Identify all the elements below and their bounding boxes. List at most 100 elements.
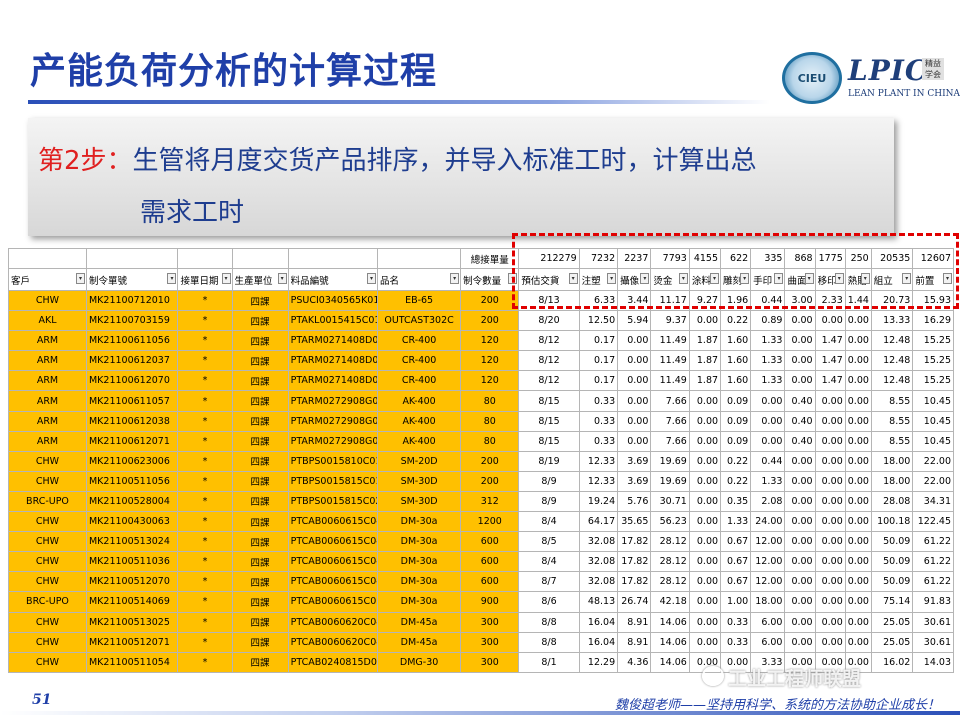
table-cell[interactable]: MK21100612070 [85, 370, 179, 392]
table-cell[interactable]: 900 [460, 591, 520, 613]
table-cell[interactable]: SM-30D [377, 490, 462, 513]
table-cell[interactable]: 19.69 [650, 470, 690, 492]
filter-dropdown-icon[interactable]: ▾ [221, 273, 231, 284]
table-cell[interactable]: 8/8 [518, 611, 580, 633]
table-cell[interactable]: 1.87 [688, 330, 722, 352]
table-cell[interactable]: 26.74 [617, 591, 652, 613]
table-cell[interactable]: 9.27 [688, 289, 722, 312]
table-cell[interactable]: 0.00 [784, 631, 816, 653]
summary-cell[interactable] [287, 248, 379, 269]
column-header[interactable]: 接單日期 ▾ [177, 268, 233, 291]
table-cell[interactable]: 5.76 [617, 490, 652, 513]
filter-dropdown-icon[interactable]: ▾ [568, 273, 578, 284]
table-cell[interactable]: 0.33 [720, 631, 752, 653]
summary-cell[interactable]: 4155 [688, 248, 722, 269]
table-cell[interactable]: 312 [460, 490, 520, 513]
table-cell[interactable]: 0.00 [814, 450, 846, 472]
table-cell[interactable]: * [177, 430, 233, 452]
table-cell[interactable]: EB-65 [377, 289, 462, 312]
table-cell[interactable]: 122.45 [912, 511, 954, 533]
table-cell[interactable]: BRC-UPO [8, 591, 87, 613]
table-cell[interactable]: 600 [460, 531, 520, 553]
table-cell[interactable]: MK21100511054 [85, 651, 179, 673]
table-cell[interactable]: 28.12 [650, 531, 690, 553]
filter-dropdown-icon[interactable]: ▾ [678, 273, 688, 284]
table-cell[interactable]: 11.49 [650, 370, 690, 392]
table-cell[interactable]: 0.40 [784, 430, 816, 452]
table-cell[interactable]: 0.00 [814, 571, 846, 593]
table-cell[interactable]: * [177, 571, 233, 593]
table-cell[interactable]: 1.33 [750, 370, 786, 392]
table-cell[interactable]: 0.00 [688, 631, 722, 653]
table-cell[interactable]: 0.00 [814, 651, 846, 673]
table-cell[interactable]: 0.00 [688, 410, 722, 432]
table-cell[interactable]: 8/15 [518, 390, 580, 412]
table-cell[interactable]: CHW [8, 531, 87, 553]
table-cell[interactable]: 18.00 [870, 450, 914, 472]
table-cell[interactable]: MK21100511056 [85, 470, 179, 492]
table-cell[interactable]: 0.00 [688, 470, 722, 492]
table-cell[interactable]: 19.69 [650, 450, 690, 472]
table-cell[interactable]: 1.60 [720, 370, 752, 392]
table-cell[interactable]: MK21100712010 [85, 289, 179, 312]
table-cell[interactable]: 8/9 [518, 470, 580, 492]
table-cell[interactable]: PTCAB0060615C04 [287, 531, 379, 553]
table-cell[interactable]: 0.00 [784, 330, 816, 352]
table-cell[interactable]: 四課 [231, 370, 289, 392]
table-cell[interactable]: 0.00 [844, 591, 872, 613]
table-cell[interactable]: DMG-30 [377, 651, 462, 673]
table-cell[interactable]: 1.60 [720, 350, 752, 372]
table-cell[interactable]: 600 [460, 551, 520, 573]
filter-dropdown-icon[interactable]: ▾ [367, 273, 377, 284]
filter-dropdown-icon[interactable]: ▾ [902, 273, 912, 284]
table-cell[interactable]: * [177, 450, 233, 472]
table-cell[interactable]: AKL [8, 310, 87, 332]
table-cell[interactable]: MK21100611056 [85, 330, 179, 352]
table-cell[interactable]: AK-400 [377, 410, 462, 432]
table-cell[interactable]: * [177, 390, 233, 412]
table-cell[interactable]: 四課 [231, 450, 289, 472]
table-cell[interactable]: 0.00 [844, 450, 872, 472]
table-cell[interactable]: 1.33 [720, 511, 752, 533]
table-cell[interactable]: MK21100528004 [85, 490, 179, 513]
table-cell[interactable]: DM-45a [377, 631, 462, 653]
table-cell[interactable]: 80 [460, 410, 520, 432]
table-cell[interactable]: 14.06 [650, 631, 690, 653]
table-cell[interactable]: PTCAB0060620C04 [287, 611, 379, 633]
table-cell[interactable]: 1.33 [750, 470, 786, 492]
table-cell[interactable]: 48.13 [578, 591, 619, 613]
table-cell[interactable]: 四課 [231, 611, 289, 633]
table-cell[interactable]: 0.89 [750, 310, 786, 332]
table-cell[interactable]: 28.08 [870, 490, 914, 513]
table-cell[interactable]: 0.00 [617, 330, 652, 352]
table-cell[interactable]: * [177, 410, 233, 432]
table-cell[interactable]: 8/8 [518, 631, 580, 653]
column-header[interactable]: 攝像 ▾ [617, 268, 652, 291]
table-cell[interactable]: 0.00 [814, 470, 846, 492]
summary-cell[interactable]: 7793 [650, 248, 690, 269]
table-cell[interactable]: 0.00 [784, 511, 816, 533]
table-cell[interactable]: * [177, 551, 233, 573]
table-cell[interactable]: 19.24 [578, 490, 619, 513]
table-cell[interactable]: 0.00 [814, 531, 846, 553]
table-cell[interactable]: 0.09 [720, 430, 752, 452]
table-cell[interactable]: 300 [460, 631, 520, 653]
table-cell[interactable]: PTARM0271408D01 [287, 350, 379, 372]
table-cell[interactable]: 1.87 [688, 370, 722, 392]
table-cell[interactable]: 0.00 [784, 591, 816, 613]
table-cell[interactable]: MK21100612038 [85, 410, 179, 432]
table-cell[interactable]: 25.05 [870, 631, 914, 653]
filter-dropdown-icon[interactable]: ▾ [277, 273, 287, 284]
table-cell[interactable]: CHW [8, 470, 87, 492]
table-cell[interactable]: 4.36 [617, 651, 652, 673]
table-cell[interactable]: 200 [460, 289, 520, 312]
table-cell[interactable]: 四課 [231, 410, 289, 432]
table-cell[interactable]: 11.49 [650, 330, 690, 352]
filter-dropdown-icon[interactable]: ▾ [450, 273, 460, 284]
table-cell[interactable]: 13.33 [870, 310, 914, 332]
table-cell[interactable]: * [177, 490, 233, 513]
table-cell[interactable]: 0.00 [617, 390, 652, 412]
table-cell[interactable]: PTCAB0060615C05 [287, 591, 379, 613]
filter-dropdown-icon[interactable]: ▾ [834, 273, 844, 284]
table-cell[interactable]: 0.00 [688, 591, 722, 613]
